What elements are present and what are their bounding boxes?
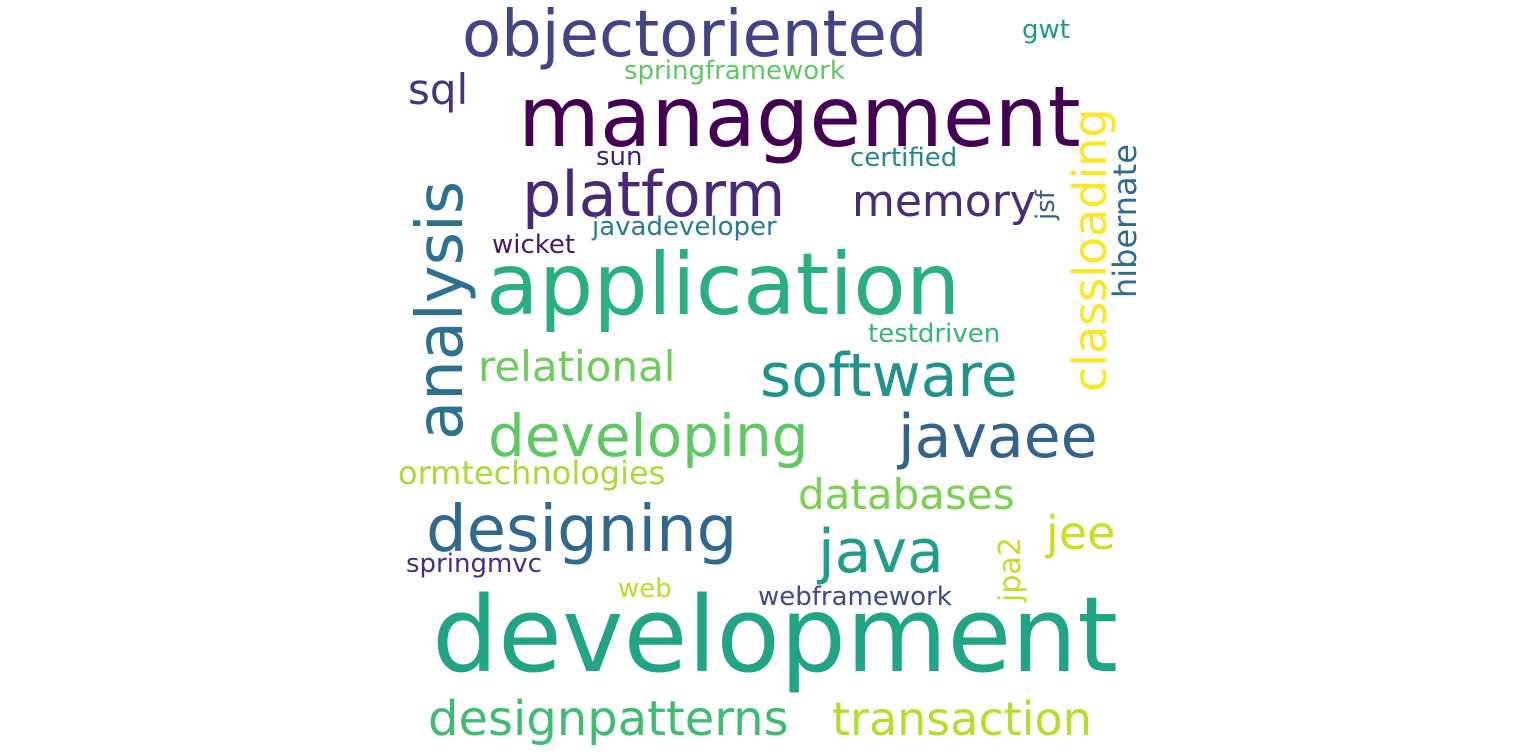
word-springframework: springframework xyxy=(624,56,845,86)
word-relational: relational xyxy=(478,342,675,391)
word-certified: certified xyxy=(850,143,957,173)
word-databases: databases xyxy=(798,470,1015,519)
word-classloading: classloading xyxy=(1063,108,1117,392)
word-transaction: transaction xyxy=(832,692,1092,746)
word-memory: memory xyxy=(852,176,1036,227)
word-layer: development management application objector… xyxy=(398,0,1144,747)
word-designing: designing xyxy=(426,493,737,567)
word-jpa2: jpa2 xyxy=(993,537,1028,603)
word-wicket: wicket xyxy=(492,230,575,260)
word-software: software xyxy=(760,341,1018,411)
word-sql: sql xyxy=(408,65,468,114)
word-objectoriented: objectoriented xyxy=(462,0,928,72)
word-java: java xyxy=(816,517,944,587)
word-platform: platform xyxy=(522,158,785,231)
word-designpatterns: designpatterns xyxy=(428,691,789,747)
word-application: application xyxy=(486,235,960,335)
word-javadeveloper: javadeveloper xyxy=(591,212,777,242)
word-testdriven: testdriven xyxy=(868,319,1000,349)
word-jsf: jsf xyxy=(1031,189,1061,221)
word-analysis: analysis xyxy=(404,181,478,440)
word-developing: developing xyxy=(488,402,809,470)
word-sun: sun xyxy=(596,142,643,172)
word-jee: jee xyxy=(1045,506,1115,560)
word-development: development xyxy=(432,574,1118,696)
word-javaee: javaee xyxy=(896,402,1098,472)
word-springmvc: springmvc xyxy=(406,549,542,579)
word-web: web xyxy=(618,574,672,604)
word-ormtechnologies: ormtechnologies xyxy=(398,454,665,492)
word-gwt: gwt xyxy=(1022,15,1070,45)
word-hibernate: hibernate xyxy=(1106,144,1144,298)
word-webframework: webframework xyxy=(758,582,952,612)
word-management: management xyxy=(518,68,1081,166)
